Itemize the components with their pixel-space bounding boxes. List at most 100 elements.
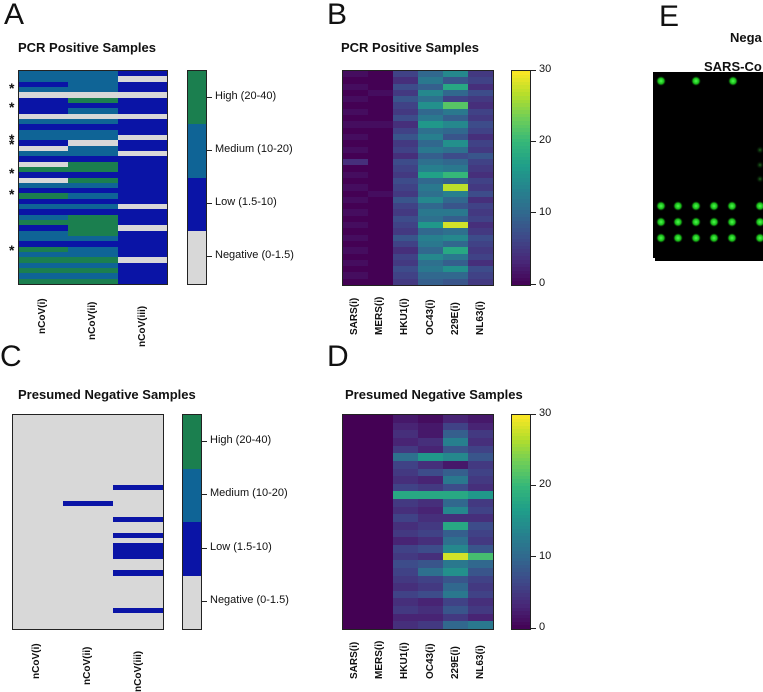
heatmap-cell [113,538,163,544]
heatmap-cell [19,198,69,205]
heatmap-cell [418,146,444,154]
x-tick-label: NL63(i) [475,645,487,680]
heatmap-cell [393,209,419,217]
heatmap-cell [468,437,493,447]
heatmap-cell [418,203,444,211]
colorbar-gradient-step [512,213,530,218]
heatmap-cell [443,437,469,447]
x-tick-label: MERS(i) [374,640,385,680]
heatmap-cell [368,102,394,110]
heatmap-cell [343,115,369,122]
colorbar-gradient-step [512,479,530,484]
heatmap-cell [393,121,419,129]
colorbar-segment-low [183,522,201,576]
heatmap-cell [68,134,119,141]
x-tick-label: nCoV(iii) [137,305,148,347]
heatmap-cell [418,140,444,148]
heatmap-cell [19,209,69,216]
heatmap-cell [13,425,64,432]
heatmap-cell [63,484,114,491]
heatmap-cell [117,177,167,184]
heatmap-cell [418,152,444,160]
colorbar-tick [531,140,536,142]
heatmap-cell [393,89,419,97]
heatmap-cell [19,188,69,195]
heatmap-cell [19,204,69,211]
legend-tick [202,547,207,549]
heatmap-cell [68,268,119,274]
heatmap-cell [113,452,163,459]
heatmap-cell [418,184,444,192]
legend-label: Low (1.5-10) [210,540,272,553]
heatmap-cell [117,214,167,221]
heatmap-cell [468,240,493,248]
colorbar-gradient-step [512,238,530,243]
heatmap-cell [443,606,469,615]
heatmap-cell [468,247,493,255]
heatmap-cell [113,495,163,502]
heatmap-cell [443,430,469,439]
heatmap-cell [13,623,64,629]
asterisk-marker: * [9,131,15,147]
heatmap-cell [393,514,419,523]
heatmap-cell [13,596,64,603]
heatmap-cell [13,548,64,555]
heatmap-cell [68,230,119,237]
legend-tick [207,256,212,258]
heatmap-cell [113,516,163,523]
heatmap-cell [63,431,114,437]
heatmap-cell [343,159,369,166]
heatmap-cell [418,247,444,255]
heatmap-cell [368,266,394,273]
colorbar-gradient-step [512,245,530,250]
heatmap-cell [368,278,394,285]
heatmap-cell [68,113,119,120]
colorbar-gradient-step [512,621,530,627]
heatmap-cell [343,178,369,185]
heatmap-cell [117,71,167,77]
heatmap-cell [343,590,369,600]
colorbar-gradient-step [512,135,530,140]
heatmap-cell [418,89,444,97]
heatmap-cell [393,522,419,531]
heatmap-cell [68,220,119,227]
heatmap-cell [468,468,493,477]
colorbar-gradient-step [512,579,530,584]
heatmap-cell [418,102,444,110]
heatmap-cell [418,178,444,185]
heatmap-cell [393,253,419,261]
heatmap-cell [468,430,493,439]
heatmap-cell [63,564,114,571]
heatmap-cell [393,590,419,600]
legend-tick [202,601,207,603]
colorbar-gradient-step [512,124,530,129]
heatmap-cell [19,71,69,77]
heatmap-cell [443,529,469,538]
heatmap-cell [117,86,167,93]
heatmap-cell [63,607,114,614]
heatmap-cell [68,273,119,280]
x-tick-label: OC43(i) [424,643,436,680]
heatmap-cell [368,203,394,211]
legend-label: Low (1.5-10) [215,196,277,209]
heatmap-cell [13,484,64,491]
heatmap-cell [418,483,444,493]
x-tick-label: nCoV(i) [37,298,48,335]
heatmap-cell [393,422,419,431]
heatmap-cell [68,129,119,136]
colorbar-gradient-step [512,78,530,83]
heatmap-cell [343,146,369,154]
heatmap-cell [63,596,114,603]
colorbar-gradient-step [512,267,530,272]
heatmap-cell [63,559,114,566]
heatmap-cell [368,583,394,592]
heatmap-cell [418,196,444,204]
heatmap-cell [117,161,167,168]
heatmap-cell [13,463,64,470]
heatmap-cell [443,165,469,173]
heatmap-cell [13,457,64,464]
heatmap-cell [113,548,163,555]
heatmap-cell [113,543,163,550]
heatmap-cell [468,184,493,192]
colorbar-gradient-step [512,568,530,573]
